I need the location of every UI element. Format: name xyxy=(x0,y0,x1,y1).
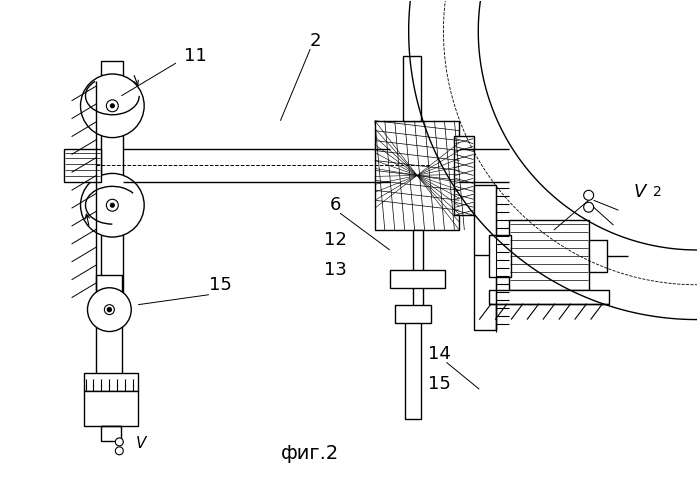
Circle shape xyxy=(110,203,115,207)
Bar xyxy=(454,136,475,215)
Bar xyxy=(509,220,589,290)
Bar xyxy=(375,121,459,230)
Bar xyxy=(475,185,496,329)
Circle shape xyxy=(87,288,131,331)
Circle shape xyxy=(584,191,593,200)
Circle shape xyxy=(115,438,123,446)
Bar xyxy=(395,304,431,323)
Bar xyxy=(101,426,122,441)
Bar xyxy=(390,270,445,288)
Text: 2: 2 xyxy=(310,32,321,50)
Text: фиг.2: фиг.2 xyxy=(281,444,339,464)
Text: 14: 14 xyxy=(428,345,451,363)
Text: 11: 11 xyxy=(185,47,207,65)
Bar xyxy=(412,230,423,320)
Text: 6: 6 xyxy=(329,196,341,214)
Circle shape xyxy=(104,304,115,315)
Circle shape xyxy=(110,104,115,108)
Circle shape xyxy=(106,199,118,211)
Text: 12: 12 xyxy=(324,231,347,249)
Bar xyxy=(83,391,138,426)
Bar xyxy=(101,61,123,300)
Bar xyxy=(64,149,101,182)
Circle shape xyxy=(108,308,111,312)
Bar xyxy=(403,56,421,121)
Bar xyxy=(96,275,122,374)
Bar xyxy=(489,290,609,303)
Circle shape xyxy=(584,202,593,212)
Bar xyxy=(405,320,421,419)
Text: V: V xyxy=(136,436,146,451)
Circle shape xyxy=(80,74,144,137)
Circle shape xyxy=(106,100,118,112)
Text: V: V xyxy=(633,183,646,201)
Bar xyxy=(589,240,607,272)
Text: 15: 15 xyxy=(209,276,232,294)
Text: 15: 15 xyxy=(428,375,451,393)
Circle shape xyxy=(80,173,144,237)
Bar xyxy=(83,373,138,391)
Bar xyxy=(489,235,511,277)
Text: 2: 2 xyxy=(654,185,662,199)
Text: 13: 13 xyxy=(324,261,347,279)
Circle shape xyxy=(115,447,123,455)
